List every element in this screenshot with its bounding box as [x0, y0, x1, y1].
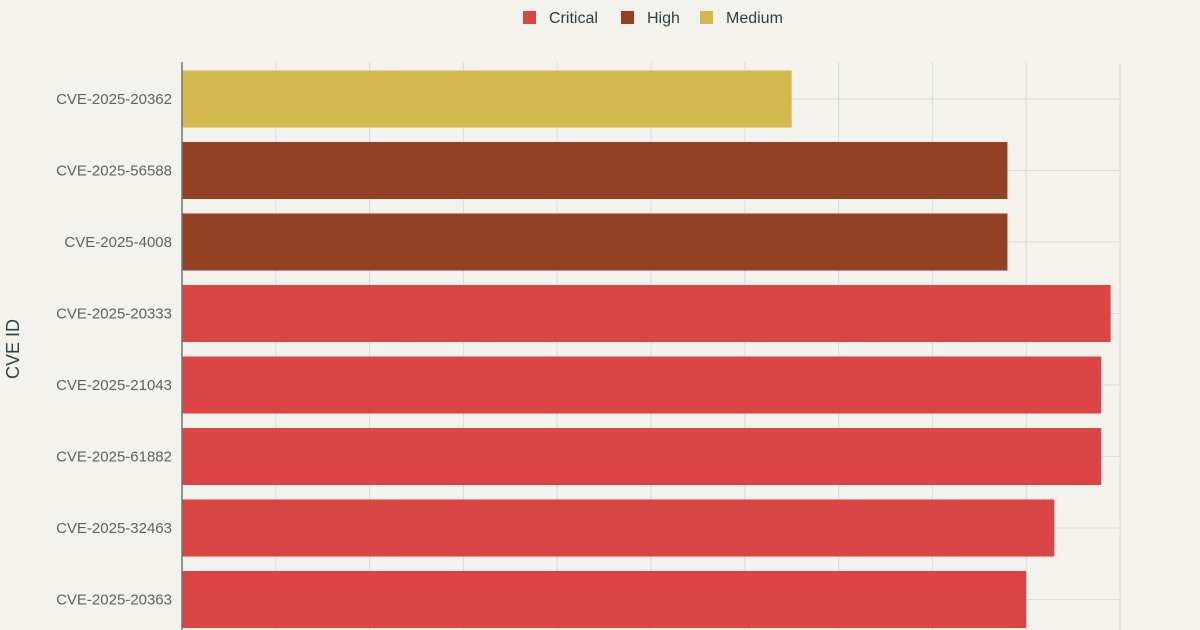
legend-item-critical[interactable]: Critical: [523, 10, 598, 27]
bar-cve-2025-20362[interactable]: [182, 70, 792, 128]
y-tick-label: CVE-2025-4008: [64, 234, 172, 251]
y-tick-label: CVE-2025-61882: [56, 449, 172, 466]
legend-item-medium[interactable]: Medium: [700, 10, 783, 27]
legend-swatch: [523, 11, 536, 24]
bar-cve-2025-20333[interactable]: [182, 285, 1111, 342]
legend-item-high[interactable]: High: [621, 10, 680, 27]
y-axis-title: CVE ID: [3, 319, 23, 379]
bar-cve-2025-20363[interactable]: [182, 571, 1027, 628]
legend-swatch: [700, 11, 713, 24]
bar-cve-2025-61882[interactable]: [182, 428, 1102, 485]
bar-cve-2025-21043[interactable]: [182, 356, 1102, 414]
legend-label: High: [647, 10, 680, 27]
y-tick-label: CVE-2025-20362: [56, 91, 172, 108]
legend-swatch: [621, 11, 634, 24]
y-tick-label: CVE-2025-20363: [56, 592, 172, 609]
y-tick-label: CVE-2025-56588: [56, 163, 172, 180]
bar-cve-2025-32463[interactable]: [182, 499, 1055, 557]
bar-cve-2025-56588[interactable]: [182, 142, 1008, 199]
y-tick-label: CVE-2025-32463: [56, 520, 172, 537]
y-tick-labels: CVE-2025-20362 CVE-2025-56588 CVE-2025-400…: [56, 91, 172, 609]
y-tick-label: CVE-2025-21043: [56, 377, 172, 394]
y-tick-label: CVE-2025-20333: [56, 306, 172, 323]
bars: [182, 70, 1111, 628]
legend[interactable]: Critical High Medium: [523, 10, 783, 27]
legend-label: Critical: [549, 10, 598, 27]
legend-label: Medium: [726, 10, 783, 27]
bar-cve-2025-4008[interactable]: [182, 213, 1008, 271]
